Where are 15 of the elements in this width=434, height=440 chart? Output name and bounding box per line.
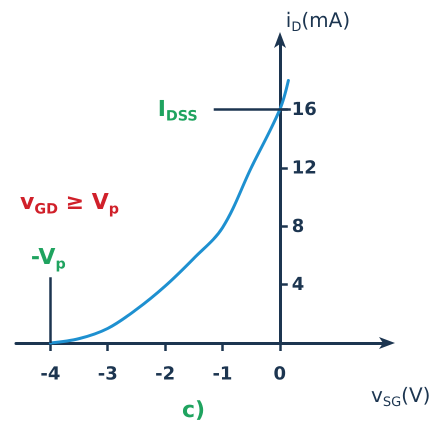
x-axis-title: v$_{SG}$(V) (371, 383, 430, 410)
y-tick-label: 16 (292, 99, 317, 120)
y-axis-title: i$_{D}$(mA) (286, 8, 350, 35)
text: c) (182, 398, 206, 423)
x-tick-label: 0 (274, 364, 286, 384)
annotation: v$_{GD}$ ≥ V$_{p}$ (20, 190, 119, 218)
x-tick-label: -4 (40, 364, 60, 384)
y-tick-label: 12 (292, 157, 317, 178)
ref-line-label: I$_{DSS}$ (158, 96, 198, 124)
y-tick-label: 8 (292, 216, 304, 237)
y-tick-label: 4 (292, 274, 304, 296)
ref-line-label: -V$_{p}$ (30, 245, 66, 272)
x-tick-label: -2 (155, 364, 176, 384)
x-tick-label: -1 (212, 364, 232, 384)
x-tick-label: -3 (98, 364, 118, 384)
